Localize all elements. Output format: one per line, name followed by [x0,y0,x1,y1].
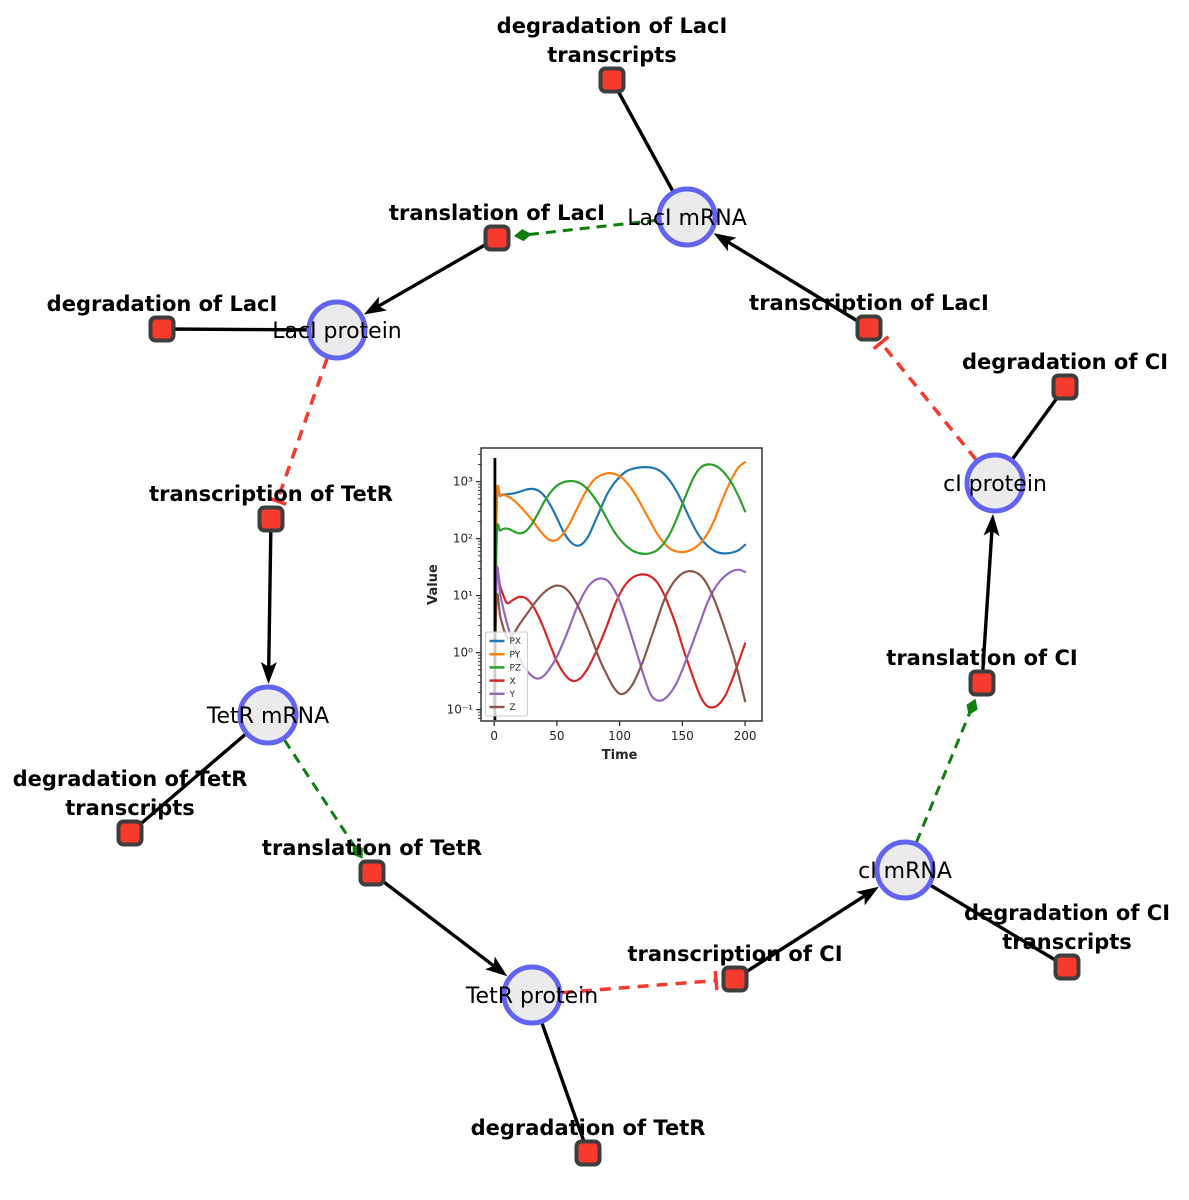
edge-production-transl_ci-ci_protein [980,525,994,684]
y-tick-label: 10² [453,532,473,546]
diamond-arrowhead-icon [352,843,363,859]
species-label-tetr_protein: TetR protein [465,984,598,1009]
edge-modifier-ci_mrna-transl_ci [915,712,972,843]
reaction-label-deg_laci_tx: degradation of LacI [497,14,728,38]
species-node-tetr_mrna [237,684,299,746]
series-line-PY [493,461,747,711]
legend-label-X: X [510,677,516,687]
reaction-node-transl_ci [968,669,996,697]
x-tick-label: 0 [490,729,498,743]
edge-production-transl_laci-laci_protein [373,236,498,311]
inset-chart: 0 50 100 150 200 10³ 10² 10¹ 10⁰ 10⁻¹ Time Value PX P… [426,447,763,763]
reaction-node-deg_ci [1051,373,1079,401]
series-line-PX [493,465,747,711]
arrowhead-icon [856,886,879,906]
species-label-laci_mrna: LacI mRNA [627,206,747,231]
reaction-label-deg_laci: degradation of LacI [47,292,278,316]
reaction-label-deg_tetr: degradation of TetR [471,1116,706,1140]
diamond-arrowhead-icon [966,698,978,716]
y-axis-label: Value [426,564,441,605]
series-line-PZ [493,463,747,711]
edge-production-txn_tetr-tetr_mrna [266,518,273,673]
inhibition-tee-icon [267,496,287,506]
x-axis-label: Time [602,748,638,763]
reaction-node-txn_tetr [257,505,285,533]
labels-layer: degradation of LacI transcripts translatio… [13,14,1170,1140]
species-label-tetr_mrna: TetR mRNA [206,704,329,729]
reaction-label-deg_ci_tx: transcripts [1002,930,1132,954]
species-node-laci_protein [306,299,368,361]
edge-production-txn_laci-laci_mrna [722,237,870,330]
edge-inhibition-ci_protein-txn_laci [879,341,978,461]
reaction-label-txn_ci: transcription of CI [627,942,842,966]
legend-label-PZ: PZ [510,664,522,674]
reaction-node-deg_laci [148,315,176,343]
inhibition-tee-icon [713,970,719,991]
edge-production-txn_ci-ci_mrna [734,891,870,981]
series-line-Z [493,570,747,707]
species-node-ci_mrna [874,839,936,901]
reaction-node-deg_tetr_tx [116,819,144,847]
reaction-node-txn_ci [721,965,749,993]
reaction-node-deg_ci_tx [1053,953,1081,981]
diamond-arrowhead-icon [513,229,532,242]
edge-inhibition-tetr_protein-txn_ci [561,978,717,995]
x-tick-label: 100 [608,729,631,743]
legend-label-Z: Z [510,703,516,713]
reaction-node-transl_laci [483,224,511,252]
arrowhead-icon [713,233,737,252]
reaction-label-transl_tetr: translation of TetR [262,836,482,860]
reaction-label-txn_laci: transcription of LacI [749,291,989,315]
x-tick-label: 150 [671,729,694,743]
y-tick-label: 10¹ [453,589,473,603]
reaction-label-deg_laci_tx: transcripts [547,43,677,67]
y-tick-label: 10⁻¹ [447,703,474,717]
species-node-ci_protein [964,452,1026,514]
species-node-laci_mrna [656,186,718,248]
edge-inhibition-laci_protein-txn_tetr [275,357,329,502]
reaction-label-deg_ci: degradation of CI [962,350,1168,374]
edge-endcaps-layer [260,229,1000,991]
legend-label-Y: Y [509,690,516,700]
reaction-node-txn_laci [855,314,883,342]
edge-modifier-laci_mrna-transl_laci [528,218,658,236]
reaction-label-transl_ci: translation of CI [886,646,1077,670]
series-line-X [493,569,747,709]
reaction-node-transl_tetr [358,859,386,887]
species-label-ci_mrna: cI mRNA [858,859,952,884]
reaction-node-deg_laci_tx [598,66,626,94]
inhibition-tee-icon [872,335,890,351]
y-tick-label: 10³ [453,475,473,489]
y-tick-label: 10⁰ [453,646,473,660]
species-node-tetr_protein [501,964,563,1026]
reaction-label-txn_tetr: transcription of TetR [149,482,393,506]
reaction-label-transl_laci: translation of LacI [389,201,605,225]
chart-legend [485,631,528,717]
species-label-ci_protein: cI protein [943,472,1047,497]
arrowhead-icon [260,661,277,685]
arrowhead-icon [363,296,387,315]
edge-production-transl_tetr-tetr_protein [370,871,499,971]
species-label-laci_protein: LacI protein [272,319,402,344]
reaction-label-deg_tetr_tx: transcripts [65,796,195,820]
x-tick-label: 50 [549,729,564,743]
nodes-layer [116,66,1081,1167]
edge-consumption-ci_mrna-deg_ci_tx [904,868,1068,969]
reaction-node-deg_tetr [574,1139,602,1167]
arrowhead-icon [983,513,1000,537]
edge-modifier-tetr_mrna-transl_tetr [283,739,356,848]
legend-label-PY: PY [510,650,521,660]
series-line-Y [493,565,747,707]
legend-label-PX: PX [510,637,522,647]
reaction-label-deg_ci_tx: degradation of CI [964,901,1170,925]
reaction-label-deg_tetr_tx: degradation of TetR [13,767,248,791]
x-tick-label: 200 [734,729,757,743]
arrowhead-icon [485,956,508,977]
